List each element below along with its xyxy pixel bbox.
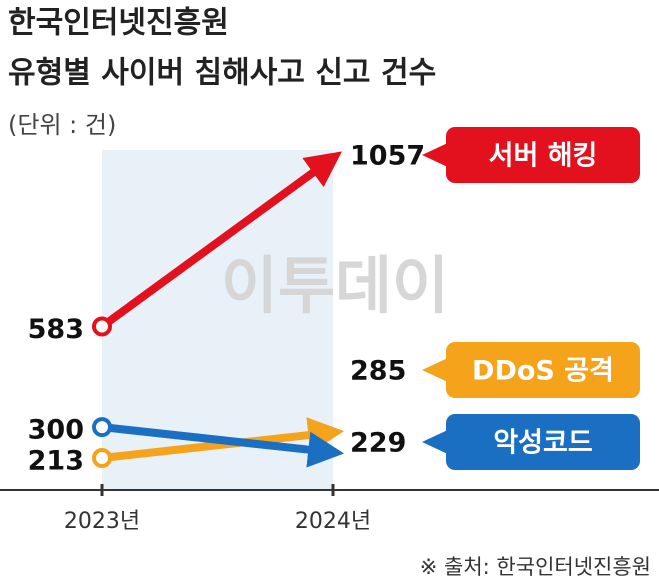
chart-subtitle: 유형별 사이버 침해사고 신고 건수 [8, 56, 436, 91]
value-label: 285 [350, 356, 406, 387]
value-label: 229 [350, 428, 406, 459]
legend-pointer [422, 428, 452, 456]
chart-title: 한국인터넷진흥원 [8, 6, 229, 41]
value-label: 213 [28, 446, 84, 477]
start-point [92, 448, 112, 468]
value-label: 300 [28, 415, 84, 446]
legend-label: 서버 해킹 [489, 141, 598, 172]
legend-pointer [422, 356, 452, 384]
unit-note: (단위 : 건) [8, 111, 116, 139]
series-line [101, 417, 345, 462]
x-tick-label: 2023년 [64, 509, 140, 534]
series-line [101, 423, 345, 468]
start-point [92, 417, 112, 438]
legend-label: 악성코드 [493, 428, 592, 459]
legend-label: DDoS 공격 [472, 356, 614, 387]
value-label: 1057 [350, 141, 425, 172]
x-tick-label: 2024년 [295, 509, 371, 534]
watermark: 이투데이 [221, 249, 449, 322]
value-label: 583 [28, 314, 84, 345]
start-point [92, 316, 112, 337]
legend-pointer [422, 141, 452, 169]
legend-box [446, 342, 640, 398]
legend-box [446, 414, 640, 470]
series-line [99, 151, 343, 330]
legend-box [446, 127, 640, 183]
source: ※ 출처: 한국인터넷진흥원 [420, 555, 651, 579]
